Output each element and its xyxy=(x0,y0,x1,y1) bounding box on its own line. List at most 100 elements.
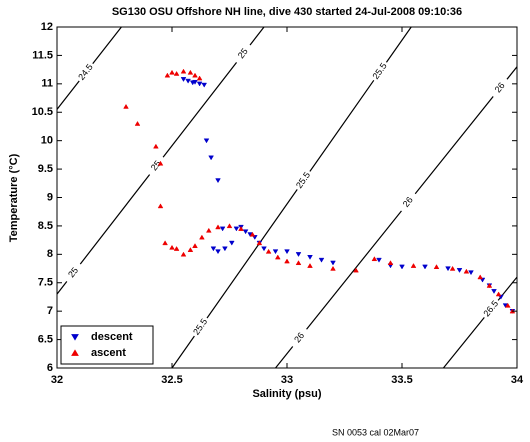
contour-label: 25 xyxy=(66,265,80,279)
data-point xyxy=(307,255,313,260)
data-point xyxy=(265,248,272,254)
density-contour xyxy=(171,27,412,368)
data-point xyxy=(242,229,249,235)
data-point xyxy=(226,223,233,229)
data-point xyxy=(162,240,168,246)
y-tick-label: 8.5 xyxy=(38,220,53,232)
data-point xyxy=(134,120,141,126)
y-tick-label: 6.5 xyxy=(38,333,53,345)
data-point xyxy=(463,268,470,274)
data-point xyxy=(210,246,217,252)
data-point xyxy=(249,231,256,237)
data-point xyxy=(284,249,290,255)
data-point xyxy=(185,78,191,84)
data-point xyxy=(196,81,203,87)
y-tick-label: 11.5 xyxy=(32,49,53,61)
data-point xyxy=(180,68,187,74)
data-point xyxy=(295,260,302,266)
data-point xyxy=(261,246,267,252)
data-point xyxy=(180,77,187,82)
data-point xyxy=(215,249,221,255)
contour-label-bg xyxy=(479,296,503,322)
data-point xyxy=(284,258,290,264)
data-point xyxy=(187,247,194,252)
data-point xyxy=(399,264,405,270)
data-point xyxy=(199,234,205,240)
y-tick-label: 12 xyxy=(41,21,53,33)
x-tick-label: 32.5 xyxy=(161,374,182,386)
y-tick-label: 9.5 xyxy=(38,163,53,175)
contour-label-group: 26 xyxy=(396,189,420,215)
x-axis-label: Salinity (psu) xyxy=(252,388,321,400)
data-point xyxy=(307,263,313,268)
y-tick-label: 6 xyxy=(47,362,53,374)
data-point xyxy=(233,226,240,232)
data-point xyxy=(219,226,226,232)
data-point xyxy=(449,265,456,271)
y-tick-label: 11 xyxy=(41,78,53,90)
data-point xyxy=(123,103,129,109)
data-point xyxy=(330,265,336,271)
data-point xyxy=(318,257,325,263)
contour-label-bg xyxy=(292,167,315,193)
x-tick-label: 33 xyxy=(281,374,293,386)
data-point xyxy=(187,69,194,75)
data-point xyxy=(157,203,164,209)
data-point xyxy=(256,240,263,246)
data-point xyxy=(173,70,180,76)
density-contour xyxy=(442,276,517,368)
plot-area xyxy=(57,27,517,368)
data-point xyxy=(477,274,484,280)
data-point xyxy=(157,160,164,166)
contour-label-group: 26 xyxy=(288,325,312,351)
points-layer xyxy=(123,68,516,314)
x-tick-label: 33.5 xyxy=(391,374,412,386)
contour-label-bg xyxy=(288,325,312,351)
legend-marker xyxy=(71,349,79,356)
data-point xyxy=(215,178,221,184)
contour-label-group: 26 xyxy=(488,75,512,101)
data-point xyxy=(164,72,171,78)
data-point xyxy=(192,72,198,78)
data-point xyxy=(371,256,378,262)
contour-label-group: 25 xyxy=(144,153,168,179)
contour-label: 25 xyxy=(236,46,250,60)
footnote: SN 0053 cal 02Mar07 xyxy=(332,427,419,437)
contour-label-bg xyxy=(189,314,212,340)
data-point xyxy=(410,263,417,268)
y-tick-label: 7 xyxy=(47,305,53,317)
density-contour xyxy=(275,66,517,368)
data-point xyxy=(238,226,244,231)
y-tick-label: 8 xyxy=(47,248,53,260)
contour-label-bg xyxy=(231,41,255,67)
data-point xyxy=(491,289,497,294)
contour-label-bg xyxy=(74,59,98,85)
data-point xyxy=(169,244,175,250)
data-point xyxy=(376,257,382,263)
legend-marker xyxy=(71,334,79,341)
data-point xyxy=(274,254,281,260)
contour-label-bg xyxy=(368,58,392,84)
data-point xyxy=(433,264,440,270)
contour-label-bg xyxy=(396,189,420,215)
data-point xyxy=(504,302,511,308)
y-tick-label: 10.5 xyxy=(32,106,53,118)
contour-label: 26 xyxy=(493,80,507,94)
legend-label: ascent xyxy=(91,347,126,359)
y-tick-label: 7.5 xyxy=(38,277,53,289)
x-tick-label: 34 xyxy=(511,374,524,386)
data-point xyxy=(169,69,175,75)
contour-label: 26 xyxy=(401,195,415,209)
data-point xyxy=(456,268,463,273)
data-point xyxy=(330,260,336,266)
data-point xyxy=(173,245,180,251)
data-point xyxy=(203,138,210,144)
data-point xyxy=(495,291,502,297)
legend-box xyxy=(60,325,154,365)
data-point xyxy=(196,75,203,81)
data-point xyxy=(180,251,187,257)
data-point xyxy=(422,264,428,270)
data-point xyxy=(192,243,198,248)
